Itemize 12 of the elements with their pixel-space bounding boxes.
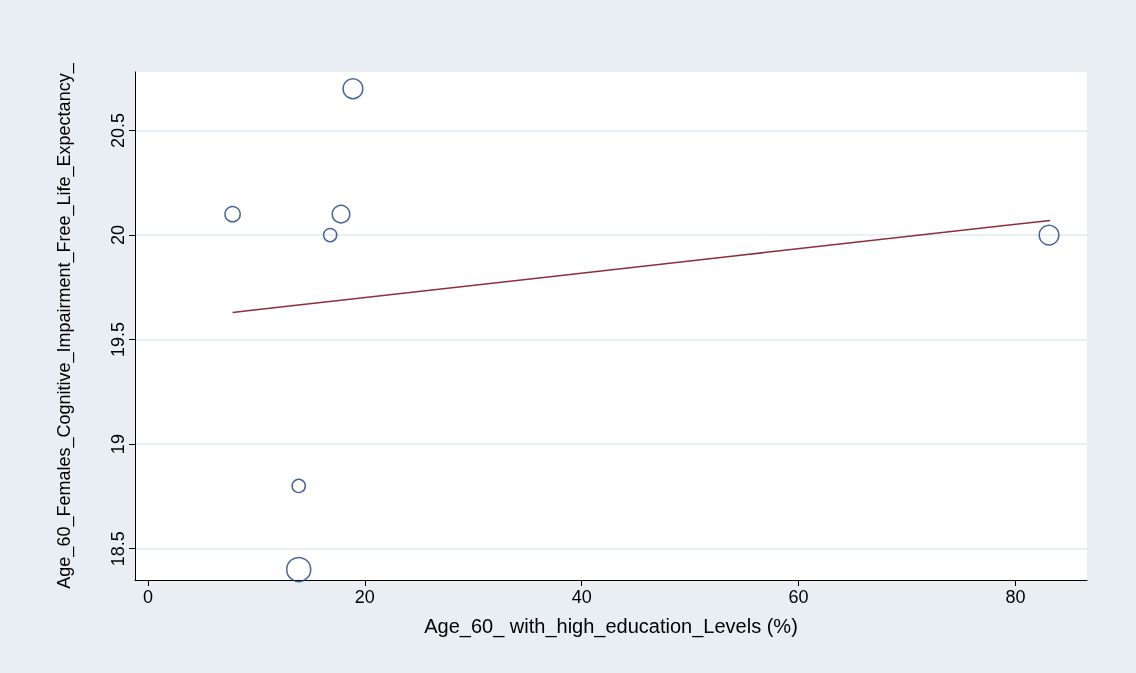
y-axis-title: Age_60_Females_Cognitive_Impairment_Free_Life_Expectancy_ bbox=[54, 62, 75, 589]
y-tick-label: 19.5 bbox=[108, 322, 128, 358]
x-tick-label: 60 bbox=[788, 587, 809, 607]
y-tick-label: 19 bbox=[108, 434, 128, 455]
x-tick-label: 80 bbox=[1005, 587, 1026, 607]
x-tick-label: 0 bbox=[143, 587, 154, 607]
y-tick-label: 20.5 bbox=[108, 113, 128, 149]
y-tick-label: 20 bbox=[108, 225, 128, 246]
x-axis-title: Age_60_ with_high_education_Levels (%) bbox=[424, 615, 798, 638]
x-tick-label: 20 bbox=[354, 587, 375, 607]
x-tick-label: 40 bbox=[571, 587, 592, 607]
y-tick-label: 18.5 bbox=[108, 531, 128, 567]
